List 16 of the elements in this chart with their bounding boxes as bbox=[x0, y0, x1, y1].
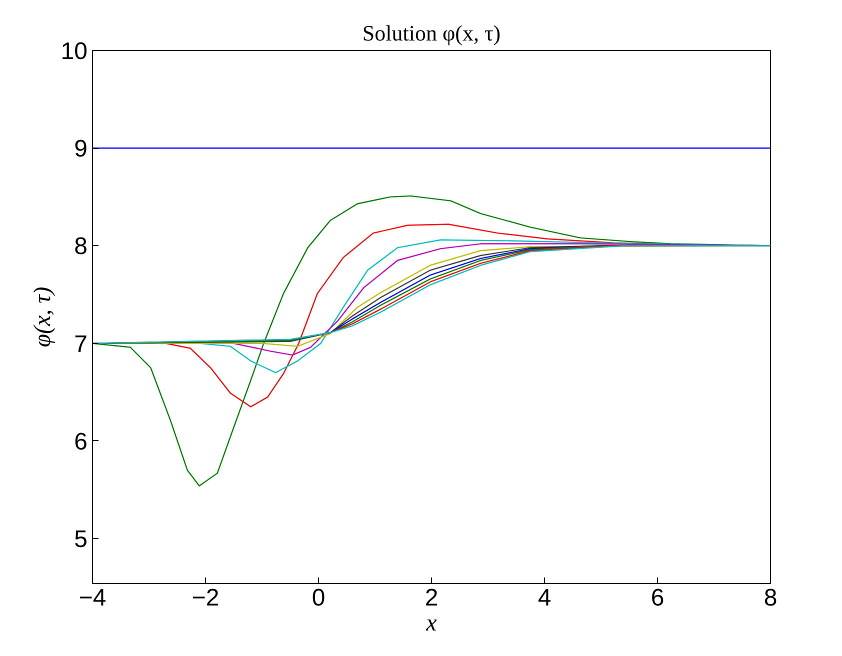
y-tick-label: 8 bbox=[74, 233, 88, 260]
x-axis-title: x bbox=[425, 610, 438, 636]
y-tick-label: 10 bbox=[60, 38, 88, 65]
x-tick-label: −4 bbox=[78, 584, 106, 612]
chart-title: Solution φ(x, τ) bbox=[362, 20, 501, 46]
x-tick-label: 2 bbox=[424, 584, 438, 612]
y-tick-label: 9 bbox=[74, 136, 88, 163]
y-tick-label: 7 bbox=[74, 330, 88, 358]
x-tick-label: 4 bbox=[538, 584, 552, 612]
x-tick-label: 8 bbox=[764, 584, 778, 612]
x-tick-label: −2 bbox=[192, 584, 220, 612]
x-tick-label: 6 bbox=[650, 584, 664, 612]
x-tick-label: 0 bbox=[312, 584, 326, 612]
y-tick-label: 5 bbox=[74, 526, 88, 554]
y-axis-title: φ(x, τ) bbox=[30, 286, 56, 348]
y-tick-label: 6 bbox=[74, 428, 88, 456]
